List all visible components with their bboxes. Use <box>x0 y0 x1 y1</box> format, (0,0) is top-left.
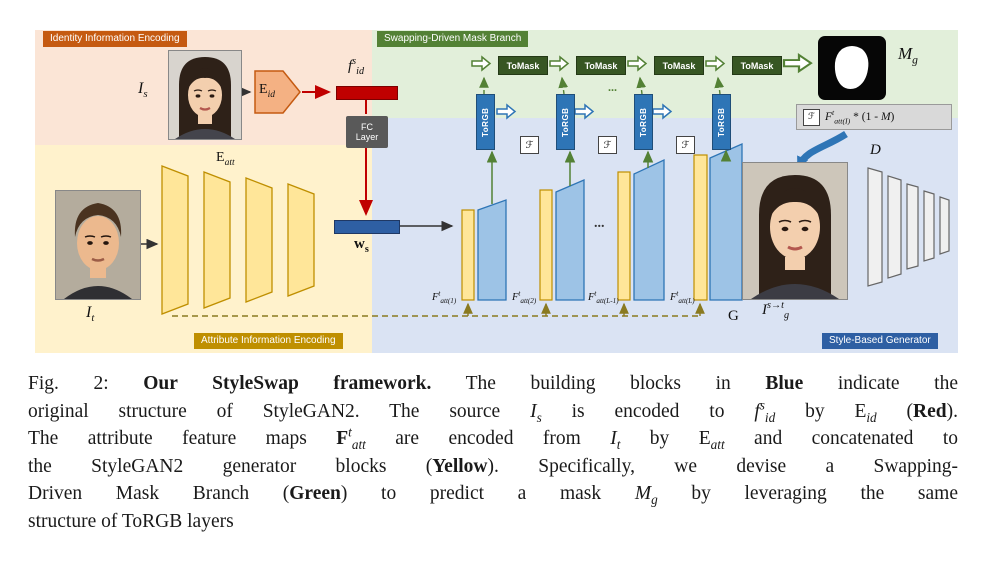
caption-line-1: Fig. 2: Our StyleSwap framework. The bui… <box>28 373 958 394</box>
identity-encoder-label: Eid <box>259 82 275 100</box>
latent-code-bar <box>334 220 400 234</box>
caption-line-6: structure of ToRGB layers <box>28 510 234 532</box>
attribute-feature-rail <box>172 302 705 317</box>
caption-line-5: Driven Mask Branch (Green) to predict a … <box>28 483 958 507</box>
identity-feature-bar <box>336 86 398 100</box>
source-face-image <box>168 50 242 140</box>
tomask-layer-2: ToMask <box>576 56 626 75</box>
attribute-encoder-blocks <box>161 165 315 315</box>
identity-encoder-shape <box>254 70 301 114</box>
torgb-layer-2: ToRGB <box>556 94 575 150</box>
tomask-connectors <box>479 76 725 95</box>
feature-map-label-3: Ftatt(L-1) <box>588 289 619 306</box>
tomask-layer-4: ToMask <box>732 56 782 75</box>
source-image-label: Is <box>138 80 148 101</box>
blend-formula-box: ℱ Ftatt(I) * (1 - M) <box>796 104 952 130</box>
tomask-layer-3: ToMask <box>654 56 704 75</box>
tomask-layer-1: ToMask <box>498 56 548 75</box>
output-face-image <box>742 162 848 300</box>
fc-layer-box: FC Layer <box>346 116 388 148</box>
target-face-image <box>55 190 141 300</box>
mask-output-image <box>818 36 886 100</box>
identity-flow-arrows <box>302 85 373 216</box>
generator-letter-label: G <box>728 308 739 324</box>
mask-output-label: Mg <box>898 44 918 67</box>
fuse-function-box-1: ℱ <box>520 136 539 154</box>
feature-map-label-2: Ftatt(2) <box>512 289 537 306</box>
mask-branch-ellipsis: ... <box>608 80 617 94</box>
tomask-block-arrows <box>471 53 813 74</box>
torgb-connectors <box>486 149 732 204</box>
identity-feature-label: fsid <box>348 56 365 77</box>
attribute-region-label: Attribute Information Encoding <box>194 333 343 349</box>
caption-line-3: The attribute feature maps Ftatt are enc… <box>28 424 958 452</box>
generator-stylegan-blocks <box>477 143 743 301</box>
identity-region-label: Identity Information Encoding <box>43 31 187 47</box>
generator-concat-bars <box>461 154 708 301</box>
feature-map-label-4: Ftatt(L) <box>670 289 695 306</box>
fuse-function-icon: ℱ <box>803 108 820 126</box>
diagram-connectors <box>141 53 950 317</box>
torgb-layer-1: ToRGB <box>476 94 495 150</box>
blend-formula-text: Ftatt(I) * (1 - M) <box>825 108 895 126</box>
generator-region-label: Style-Based Generator <box>822 333 938 349</box>
torgb-layer-3: ToRGB <box>634 94 653 150</box>
discriminator-blocks <box>867 167 950 287</box>
generator-ellipsis: ... <box>594 216 605 231</box>
figure-caption: Fig. 2: Our StyleSwap framework. The bui… <box>28 370 958 535</box>
feature-map-label-1: Ftatt(1) <box>432 289 457 306</box>
fuse-function-box-2: ℱ <box>598 136 617 154</box>
caption-line-2: original structure of StyleGAN2. The sou… <box>28 397 959 425</box>
torgb-block-arrows <box>496 103 673 120</box>
target-image-label: It <box>86 304 95 325</box>
caption-line-4: the StyleGAN2 generator blocks (Yellow).… <box>28 455 958 477</box>
input-arrows <box>141 86 454 250</box>
fuse-function-box-3: ℱ <box>676 136 695 154</box>
output-image-label: Is→tg <box>762 300 790 321</box>
latent-code-label: ws <box>354 236 369 255</box>
attribute-encoder-label: Eatt <box>216 150 235 168</box>
mask-branch-region-label: Swapping-Driven Mask Branch <box>377 31 529 47</box>
torgb-layer-4: ToRGB <box>712 94 731 150</box>
discriminator-letter-label: D <box>870 142 881 158</box>
